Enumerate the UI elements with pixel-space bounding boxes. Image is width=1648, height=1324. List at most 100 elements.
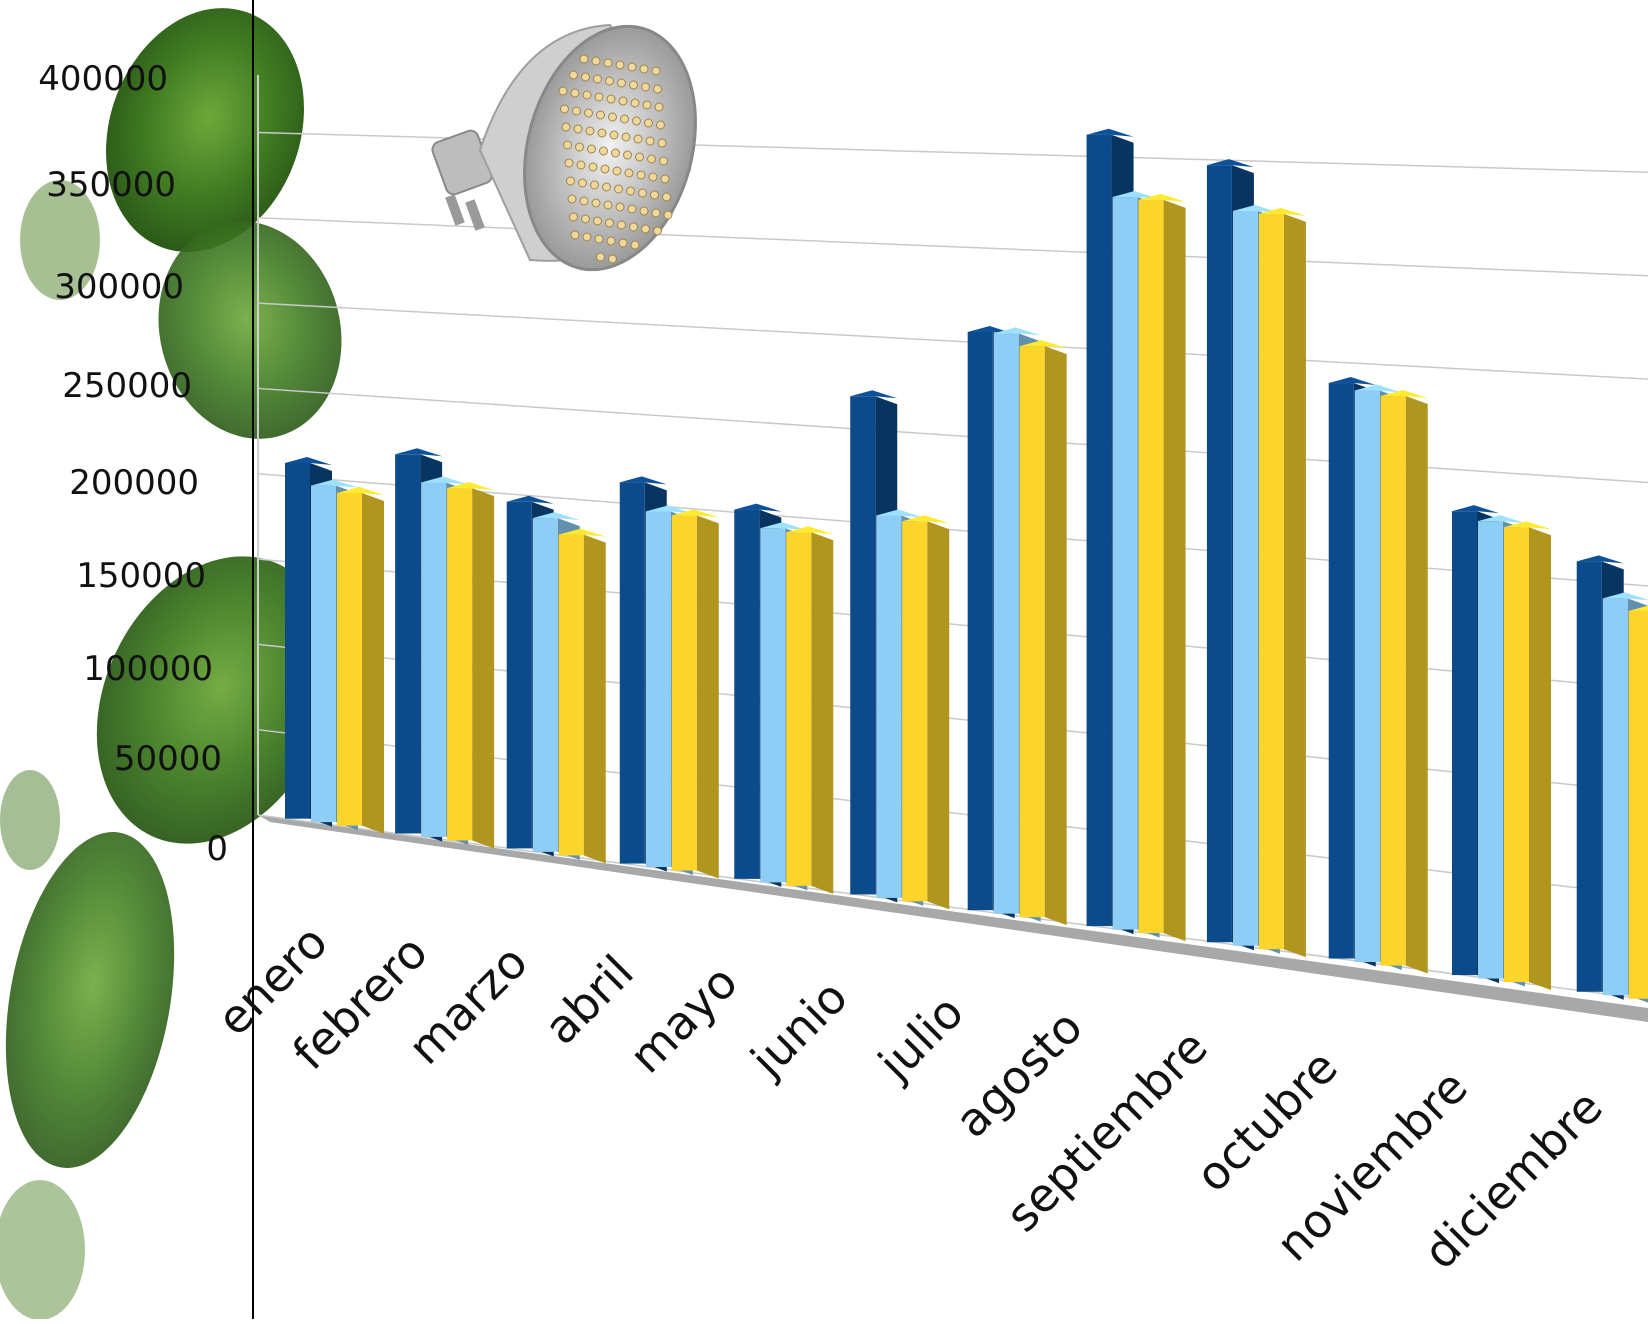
led-dot: [571, 231, 579, 239]
y-tick-label: 350000: [46, 165, 176, 205]
led-dot: [577, 161, 585, 169]
bar-front: [876, 515, 901, 897]
led-dot: [642, 225, 650, 233]
gridline: [258, 388, 1648, 482]
led-dot: [612, 149, 620, 157]
led-dot: [637, 171, 645, 179]
led-dot: [616, 203, 624, 211]
led-dot: [591, 181, 599, 189]
bar-front: [311, 486, 336, 823]
bar-front: [559, 535, 584, 856]
led-dot: [652, 209, 660, 217]
led-dot: [645, 119, 653, 127]
bar-side: [584, 535, 606, 864]
led-dot: [621, 115, 629, 123]
bar-front: [421, 482, 446, 836]
led-dot: [643, 101, 651, 109]
y-tick-label: 200000: [69, 463, 199, 503]
y-tick-label: 100000: [83, 649, 213, 689]
led-dot: [583, 233, 591, 241]
led-dot: [600, 147, 608, 155]
bar-side: [362, 493, 384, 834]
led-dot: [601, 165, 609, 173]
led-dot: [603, 183, 611, 191]
bar-front: [1329, 383, 1354, 959]
bar: [1259, 208, 1306, 957]
led-dot: [631, 99, 639, 107]
bar-front: [646, 511, 671, 867]
led-dot: [597, 253, 605, 261]
led-dot: [574, 125, 582, 133]
led-dot: [604, 201, 612, 209]
bar: [786, 526, 833, 894]
bar-front: [1355, 391, 1380, 963]
led-dot: [660, 157, 668, 165]
led-dot: [610, 131, 618, 139]
led-dot: [618, 221, 626, 229]
led-dot: [604, 59, 612, 67]
led-dot: [582, 73, 590, 81]
led-dot: [657, 121, 665, 129]
bar-front: [1113, 197, 1138, 930]
led-dot: [607, 95, 615, 103]
bar-front: [507, 502, 532, 849]
led-dot: [616, 61, 624, 69]
y-tick-label: 300000: [54, 267, 184, 307]
bar-front: [1381, 396, 1406, 965]
bar-front: [533, 518, 558, 852]
led-dot: [633, 117, 641, 125]
bar-front: [1603, 598, 1628, 995]
bar: [1381, 390, 1428, 973]
led-dot: [634, 135, 642, 143]
led-dot: [636, 153, 644, 161]
bar-side: [811, 532, 833, 894]
led-dot: [627, 187, 635, 195]
led-dot: [628, 63, 636, 71]
led-dot: [589, 163, 597, 171]
led-dot: [658, 139, 666, 147]
gridline: [258, 303, 1648, 379]
led-dot: [609, 113, 617, 121]
led-dot: [661, 175, 669, 183]
bar-front: [786, 532, 811, 886]
led-dot: [568, 195, 576, 203]
led-dot: [562, 123, 570, 131]
led-dot: [592, 57, 600, 65]
led-dot: [618, 79, 626, 87]
led-dot: [640, 65, 648, 73]
led-dot: [582, 215, 590, 223]
bar-side: [472, 488, 494, 848]
led-dot: [639, 189, 647, 197]
x-axis: enero febrero marzo abril mayo junio jul…: [206, 915, 1612, 1280]
led-dot: [609, 255, 617, 263]
led-dot: [580, 197, 588, 205]
bar-front: [1259, 214, 1284, 949]
led-dot: [628, 205, 636, 213]
led-dot: [663, 193, 671, 201]
led-dot: [646, 137, 654, 145]
led-dot: [606, 77, 614, 85]
led-dot: [655, 103, 663, 111]
led-dot: [613, 167, 621, 175]
bar-front: [850, 396, 875, 894]
bar: [1629, 605, 1648, 1007]
led-dot: [594, 75, 602, 83]
bar-side: [697, 515, 719, 878]
x-tick-label: junio: [740, 970, 858, 1088]
led-dot: [595, 235, 603, 243]
bar-front: [1139, 200, 1164, 933]
led-dot: [648, 155, 656, 163]
bar-front: [1020, 346, 1045, 917]
bar-front: [760, 528, 785, 882]
led-dot: [625, 169, 633, 177]
bar-front: [1478, 521, 1503, 978]
led-dot: [654, 227, 662, 235]
bar-front: [1629, 611, 1648, 999]
bar: [1020, 340, 1067, 925]
led-dot: [598, 129, 606, 137]
bar: [902, 515, 949, 909]
bars: [285, 129, 1648, 1007]
led-dot: [571, 89, 579, 97]
bar-side: [1406, 396, 1428, 973]
led-dot: [607, 237, 615, 245]
